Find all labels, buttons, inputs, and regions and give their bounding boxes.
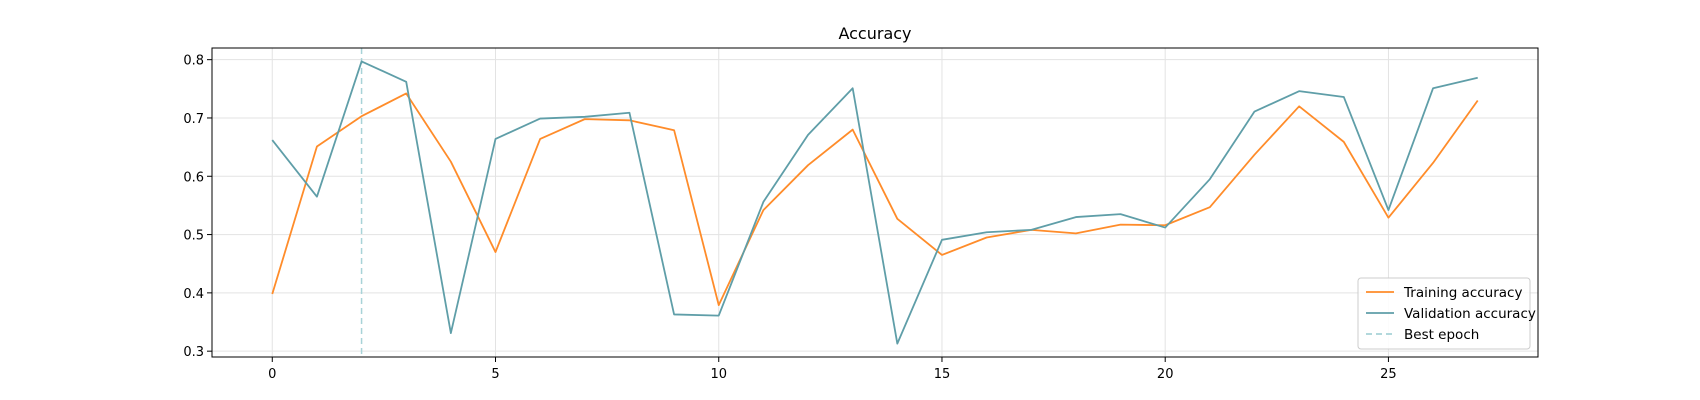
- y-tick-label: 0.8: [183, 54, 204, 69]
- x-tick-label: 15: [934, 367, 951, 382]
- y-axis-ticks: 0.3 0.4 0.5 0.6 0.7 0.8: [183, 54, 212, 360]
- legend-label: Training accuracy: [1403, 285, 1522, 301]
- x-tick-label: 25: [1380, 367, 1397, 382]
- y-tick-label: 0.3: [183, 345, 204, 360]
- legend-label: Validation accuracy: [1404, 306, 1536, 322]
- x-tick-label: 20: [1157, 367, 1174, 382]
- legend-box: [1357, 277, 1531, 350]
- series-line-training: [271, 92, 1479, 307]
- chart-title: Accuracy: [838, 24, 911, 43]
- y-tick-label: 0.7: [183, 112, 204, 127]
- legend: Training accuracy Validation accuracy Best…: [1357, 277, 1536, 350]
- legend-label: Best epoch: [1404, 327, 1479, 343]
- grid: [212, 48, 1538, 357]
- x-axis-ticks: 0 5 10 15 20 25: [268, 357, 1397, 382]
- y-tick-label: 0.4: [183, 287, 204, 302]
- plot-frame: [211, 47, 1539, 358]
- x-tick-label: 0: [268, 367, 276, 382]
- y-tick-label: 0.5: [183, 229, 204, 244]
- y-tick-label: 0.6: [183, 170, 204, 185]
- series-line-validation: [271, 60, 1478, 345]
- x-tick-label: 5: [491, 367, 499, 382]
- series-lines: [271, 60, 1479, 345]
- x-tick-label: 10: [710, 367, 727, 382]
